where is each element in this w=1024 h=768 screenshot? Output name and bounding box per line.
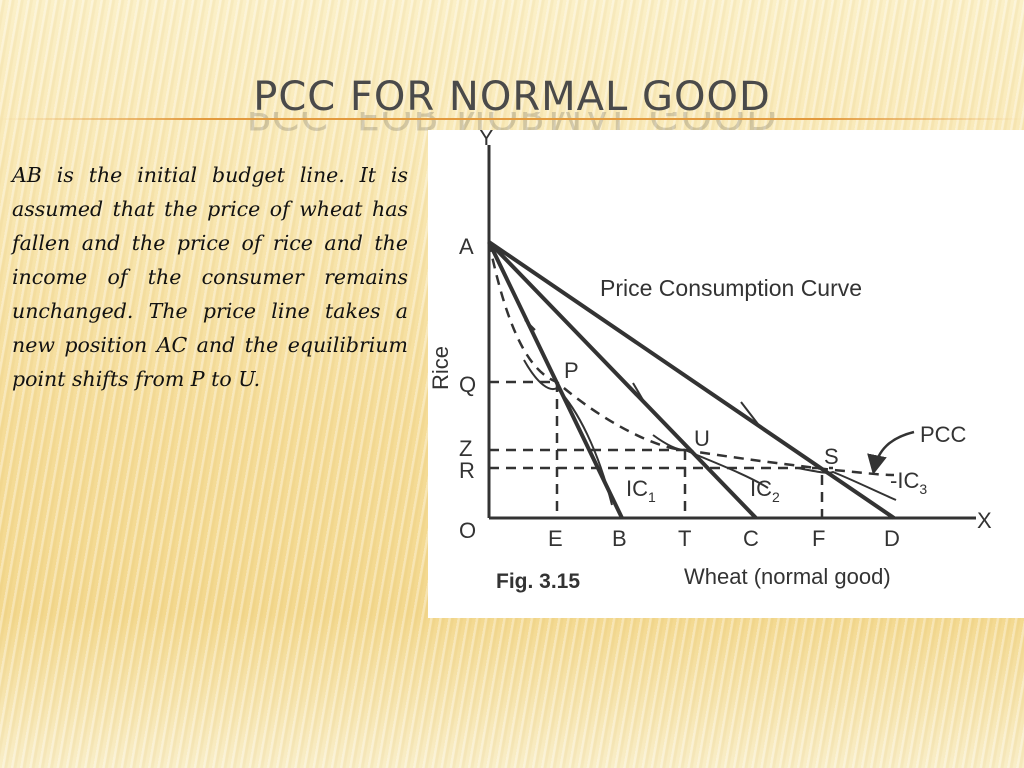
ic2-label: IC2 bbox=[750, 476, 780, 505]
equilibrium-label-s: S bbox=[824, 444, 839, 469]
point-label-z: Z bbox=[459, 436, 472, 461]
y-axis-title: Rice bbox=[428, 346, 453, 390]
equilibrium-label-p: P bbox=[564, 358, 579, 383]
point-label-a: A bbox=[459, 234, 474, 259]
point-label-q: Q bbox=[459, 372, 476, 397]
x-axis-label: X bbox=[977, 508, 992, 533]
point-label-d: D bbox=[884, 526, 900, 551]
point-label-r: R bbox=[459, 458, 475, 483]
tick-mark bbox=[632, 382, 644, 401]
pcc-figure: Y X O Rice A Q Z R E B T C F D P U S Pri… bbox=[428, 130, 1024, 618]
slide-title: PCC FOR NORMAL GOOD bbox=[253, 74, 771, 120]
ic1-label: IC1 bbox=[626, 476, 656, 505]
y-axis-label: Y bbox=[479, 130, 494, 150]
point-label-c: C bbox=[743, 526, 759, 551]
tick-mark bbox=[740, 401, 762, 429]
pcc-short-label: PCC bbox=[920, 422, 967, 447]
x-axis-title: Wheat (normal good) bbox=[684, 564, 891, 589]
origin-label: O bbox=[459, 518, 476, 543]
budget-line-ac bbox=[487, 240, 758, 520]
point-label-e: E bbox=[548, 526, 563, 551]
body-paragraph: AB is the initial budget line. It is ass… bbox=[12, 163, 408, 391]
point-label-f: F bbox=[812, 526, 825, 551]
title-underline bbox=[0, 118, 1024, 120]
pcc-full-label: Price Consumption Curve bbox=[600, 275, 862, 301]
figure-caption: Fig. 3.15 bbox=[496, 570, 580, 593]
ic3-curve bbox=[797, 467, 897, 501]
pcc-diagram-svg: Y X O Rice A Q Z R E B T C F D P U S Pri… bbox=[428, 130, 992, 593]
pcc-arrow bbox=[867, 430, 915, 475]
point-label-b: B bbox=[612, 526, 627, 551]
equilibrium-label-u: U bbox=[694, 426, 710, 451]
point-label-t: T bbox=[678, 526, 691, 551]
tick-mark bbox=[524, 319, 536, 331]
price-consumption-curve bbox=[487, 241, 895, 477]
budget-line-ab bbox=[487, 241, 624, 519]
ic1-curve bbox=[523, 359, 613, 506]
ic3-label: -IC3 bbox=[890, 468, 927, 497]
